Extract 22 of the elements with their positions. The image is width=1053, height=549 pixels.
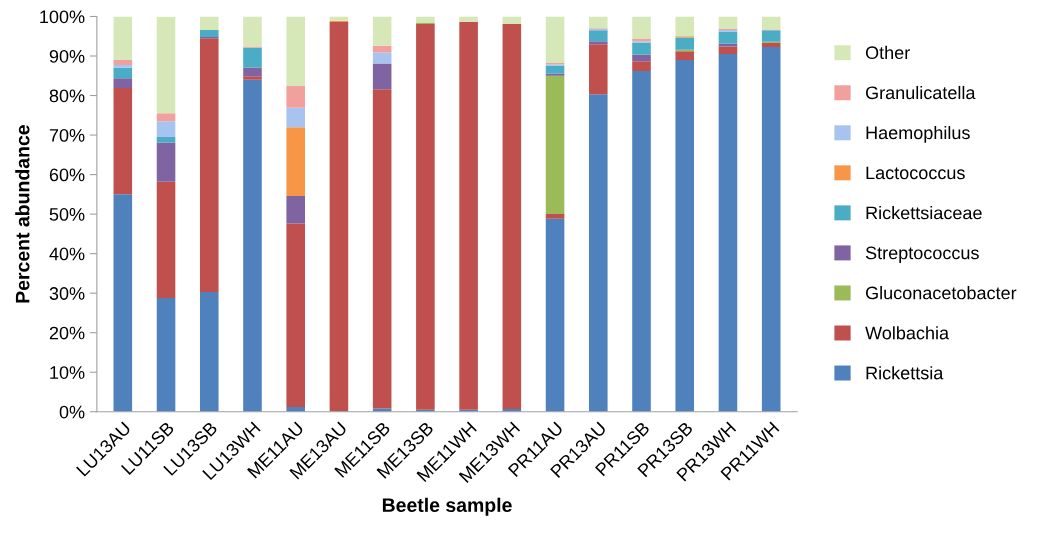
legend-label: Streptococcus	[865, 246, 979, 263]
y-tick-label: 70%	[49, 128, 85, 142]
y-tick-label: 20%	[49, 326, 85, 340]
x-axis-title: Beetle sample	[382, 497, 512, 516]
y-tick-label: 50%	[49, 208, 85, 221]
y-tick-label: 100%	[40, 10, 85, 24]
legend-label: Wolbachia	[865, 326, 950, 340]
y-tick-label: 10%	[50, 366, 85, 379]
legend-label: Granulicatella	[865, 85, 976, 100]
legend-label: Other	[865, 45, 910, 60]
legend-label: Haemophilus	[866, 125, 970, 143]
y-tick-label: 40%	[49, 247, 85, 261]
legend-label: Lactococcus	[866, 166, 965, 180]
y-tick-label: 90%	[49, 49, 85, 63]
y-axis-title: Percent abundance	[15, 125, 30, 303]
y-tick-label: 30%	[49, 287, 85, 300]
legend-label: Gluconacetobacter	[865, 286, 1017, 300]
y-tick-label: 0%	[59, 405, 85, 419]
legend-label: Rickettsiaceae	[866, 206, 982, 220]
y-tick-label: 80%	[49, 89, 85, 103]
legend-label: Rickettsia	[866, 366, 944, 380]
y-tick-label: 60%	[49, 168, 85, 182]
